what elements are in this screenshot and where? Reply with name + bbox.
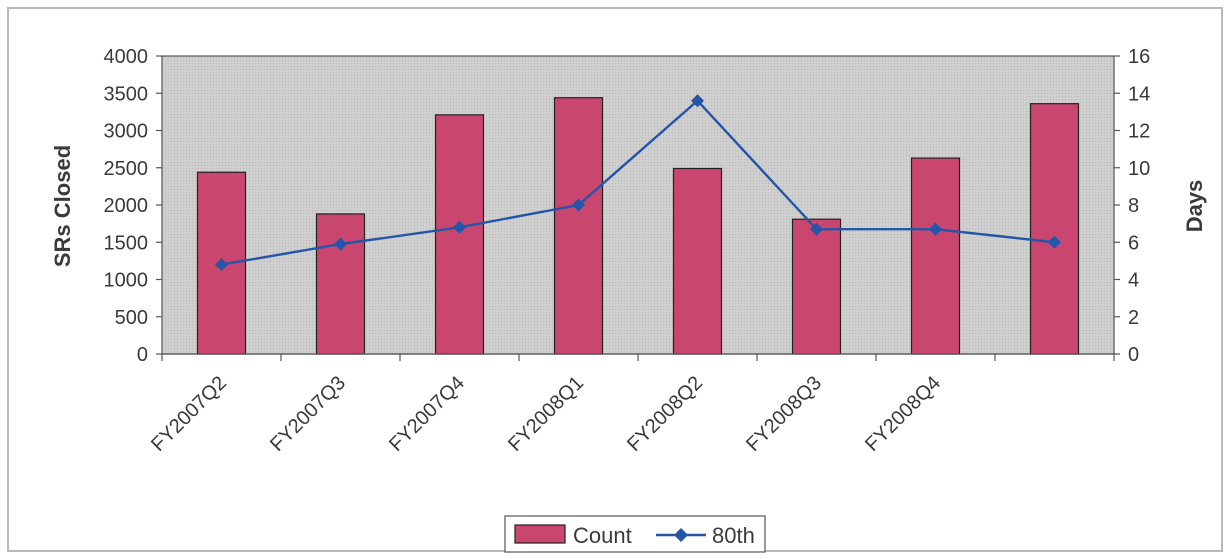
y-tick-label: 4000	[104, 46, 149, 68]
bar-count-FY2007Q3	[315, 213, 366, 355]
y-tick-label: 0	[137, 344, 148, 366]
bar-count-FY2007Q4	[434, 114, 485, 355]
y-tick-label: 500	[115, 307, 148, 329]
y-tick-label: 2000	[104, 195, 149, 217]
plot-area	[161, 55, 1115, 355]
y-tick-label: 1000	[104, 270, 149, 292]
left-axis: 0 500 1000 1500 2000 2500 3000 3500 4000	[104, 46, 162, 366]
marker-80th-FY2007Q3	[334, 237, 347, 251]
legend: Count 80th	[504, 515, 766, 553]
y2-tick-label: 8	[1128, 195, 1139, 217]
bar-count-FY2008Q3	[791, 218, 842, 355]
y-tick-label: 1500	[104, 232, 149, 254]
y-tick-label: 2500	[104, 158, 149, 180]
marker-80th-FY2008Q2	[691, 94, 704, 108]
y2-tick-label: 12	[1128, 121, 1150, 143]
legend-80th-label: 80th	[712, 523, 755, 548]
marker-80th-FY2008Q1	[572, 198, 585, 212]
y2-axis-title: Days	[1182, 180, 1207, 233]
legend-80th-marker	[674, 528, 688, 542]
line-80th	[221, 99, 1055, 266]
marker-80th-FY2007Q2	[215, 258, 228, 272]
y2-tick-label: 14	[1128, 83, 1150, 105]
y-tick-label: 3000	[104, 121, 149, 143]
y2-tick-label: 10	[1128, 158, 1150, 180]
marker-80th-FY2007Q4	[453, 220, 466, 234]
y2-tick-label: 4	[1128, 270, 1139, 292]
marker-80th-q8	[1048, 235, 1061, 249]
right-axis: 0 2 4 6 8 10 12 14 16	[1114, 46, 1150, 366]
y2-tick-label: 6	[1128, 232, 1139, 254]
bar-count-FY2008Q4	[910, 157, 961, 355]
y2-tick-label: 16	[1128, 46, 1150, 68]
marker-80th-FY2008Q4	[929, 222, 942, 236]
marker-80th-FY2008Q3	[810, 222, 823, 236]
bar-count-FY2008Q2	[672, 167, 723, 355]
bar-count-FY2008Q1	[553, 97, 604, 355]
bar-count-q8	[1029, 103, 1080, 355]
y-tick-label: 3500	[104, 83, 149, 105]
legend-count-label: Count	[573, 523, 632, 548]
y2-tick-label: 2	[1128, 307, 1139, 329]
line-series	[215, 94, 1061, 272]
y-axis-title: SRs Closed	[50, 145, 75, 267]
legend-count-swatch	[514, 524, 566, 544]
y2-tick-label: 0	[1128, 344, 1139, 366]
